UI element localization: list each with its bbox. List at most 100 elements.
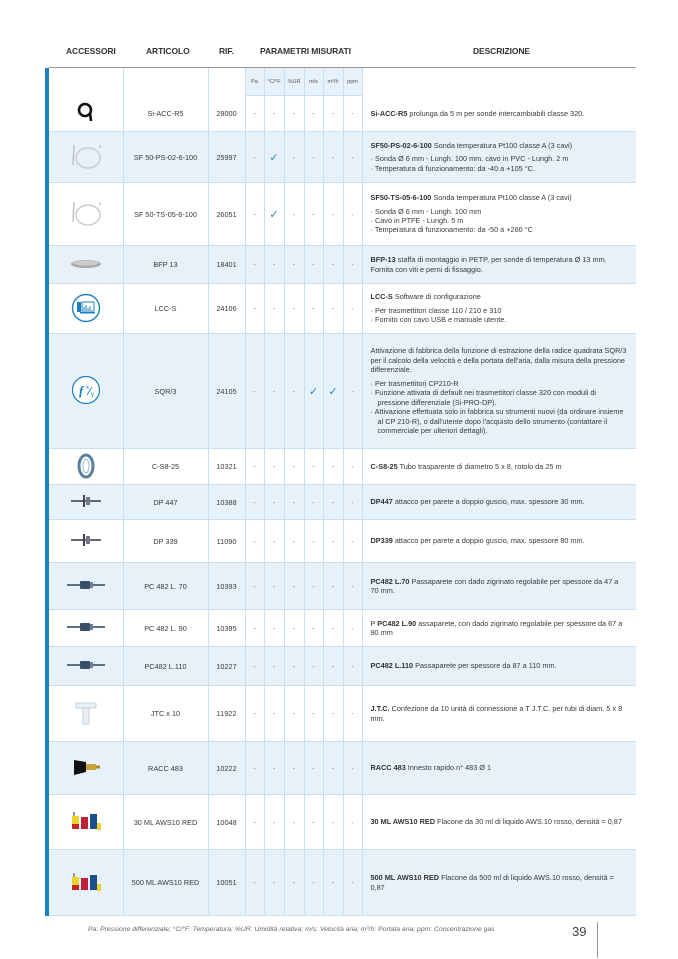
accessory-image [49, 609, 124, 647]
table-row: C-S8-25 10321- - - - - - C-S8-25 Tubo trasparen… [49, 448, 636, 485]
description-cell: RACC 483 Innesto rapido n° 483 Ø 1 [362, 741, 636, 795]
dash: - [343, 131, 363, 183]
description-bullet: Temperatura di funzionamento: da -50 a +… [371, 225, 629, 234]
dash: - [284, 182, 305, 246]
dash: - [245, 519, 265, 563]
wall-passage-icon [66, 579, 106, 593]
rif-cell: 11922 [208, 685, 246, 742]
dash: - [245, 245, 265, 284]
dash: - [245, 794, 265, 850]
dash: - [304, 685, 324, 742]
description-bullet: Sonda Ø 6 mm - Lungh. 100 mm [371, 207, 629, 216]
dash: - [284, 685, 305, 742]
description-title: C-S8-25 [370, 461, 398, 471]
param-header-0: Pa [245, 68, 265, 96]
dash: - [264, 609, 285, 647]
rif-cell: 10393 [208, 562, 246, 610]
accessory-image [49, 95, 124, 132]
rif-cell: 24105 [208, 333, 246, 449]
dash: - [323, 95, 344, 132]
dash: - [245, 609, 265, 647]
page-number-divider [597, 922, 598, 958]
rif-cell: 10051 [208, 849, 246, 916]
description-text: staffa di montaggio in PETP, per sonde d… [370, 255, 607, 274]
col-header-parametri: PARAMETRI MISURATI [260, 46, 351, 56]
articolo-cell: 30 ML AWS10 RED [123, 794, 209, 850]
accessory-image [49, 182, 124, 246]
dash: - [264, 333, 285, 449]
accent-bar [45, 68, 49, 916]
dash: - [343, 448, 363, 485]
accessory-image [49, 685, 124, 742]
description-title: BFP-13 [370, 255, 396, 265]
dash: - [323, 484, 344, 520]
dash: - [323, 562, 344, 610]
params-header-row: Pa °C/°F %UR m/s m³/h ppm [49, 68, 636, 96]
dash: - [245, 283, 265, 334]
description-title: SF50-PS-02-6-100 [370, 140, 432, 150]
col-header-descrizione: DESCRIZIONE [473, 46, 530, 56]
rif-cell: 18401 [208, 245, 246, 284]
articolo-cell: DP 339 [123, 519, 209, 563]
description-cell: LCC-S Software di configurazione Per tras… [362, 283, 636, 334]
description-cell: BFP-13 staffa di montaggio in PETP, per … [362, 245, 636, 284]
dash: - [284, 741, 305, 795]
dash: - [304, 182, 324, 246]
dash: - [264, 849, 285, 916]
col-header-rif: RIF. [219, 46, 234, 56]
rif-cell: 24106 [208, 283, 246, 334]
table-row: BFP 13 18401- - - - - - BFP-13 staffa di montag… [49, 245, 636, 284]
dash: - [343, 562, 363, 610]
description-cell: SF50-TS-05-6-100 Sonda temperatura Pt100… [362, 182, 636, 246]
rif-cell: 26051 [208, 182, 246, 246]
articolo-cell: DP 447 [123, 484, 209, 520]
description-text: Sonda temperatura Pt100 classe A (3 cavi… [431, 193, 572, 203]
description-title: PC482 L.110 [370, 661, 414, 671]
liquid-bottles-icon [70, 871, 102, 895]
dash: - [284, 849, 305, 916]
temperature-probe-icon [66, 141, 106, 173]
table-row: LCC-S 24106- - - - - - LCC-S Software di config… [49, 283, 636, 334]
t-connector-icon [74, 700, 98, 728]
accessory-image [49, 283, 124, 334]
dash: - [304, 95, 324, 132]
rif-cell: 10388 [208, 484, 246, 520]
dash: - [343, 245, 363, 284]
table-row: JTC x 10 11922- - - - - - J.T.C. Confezione da … [49, 685, 636, 742]
dash: - [264, 794, 285, 850]
dash: - [343, 484, 363, 520]
dash: - [284, 245, 305, 284]
dash: - [245, 333, 265, 449]
description-bullet: Sonda Ø 6 mm - Lungh. 100 mm. cavo in PV… [371, 154, 629, 163]
description-text: attacco per parete a doppio guscio, max.… [392, 536, 585, 546]
page-number: 39 [572, 924, 587, 939]
dash: - [284, 283, 305, 334]
dash: - [304, 245, 324, 284]
description-title: LCC-S [370, 292, 393, 302]
dash: - [323, 131, 344, 183]
dash: - [284, 794, 305, 850]
table-row: f x y SQR/3 24105- - - ✓ ✓ - Attivazione di fabbri… [49, 333, 636, 449]
description-text: Flacone da 30 ml di liquido AWS.10 rosso… [434, 817, 622, 827]
articolo-cell: C-S8-25 [123, 448, 209, 485]
dash: - [245, 448, 265, 485]
description-text: Tubo trasparente di diametro 5 x 8, roto… [397, 461, 562, 471]
dash: - [343, 646, 363, 686]
accessory-image [49, 794, 124, 850]
accessory-image [49, 448, 124, 485]
dash: - [343, 849, 363, 916]
description-cell: C-S8-25 Tubo trasparente di diametro 5 x… [362, 448, 636, 485]
description-cell: 500 ML AWS10 RED Flacone da 500 ml di li… [362, 849, 636, 916]
check-icon: ✓ [323, 333, 344, 449]
software-icon [71, 293, 101, 325]
articolo-cell: PC 482 L. 90 [123, 609, 209, 647]
articolo-cell: SF 50-TS-05-6-100 [123, 182, 209, 246]
accessory-image [49, 741, 124, 795]
dash: - [245, 849, 265, 916]
table-row: SF 50-TS-05-6-100 26051- ✓ - - - - SF50-TS-05-6… [49, 182, 636, 246]
description-cell: PC482 L.70 Passaparete con dado zigrinat… [362, 562, 636, 610]
description-text: Flacone da 500 ml di liquido AWS.10 ross… [370, 873, 614, 892]
svg-text:x: x [86, 385, 89, 391]
